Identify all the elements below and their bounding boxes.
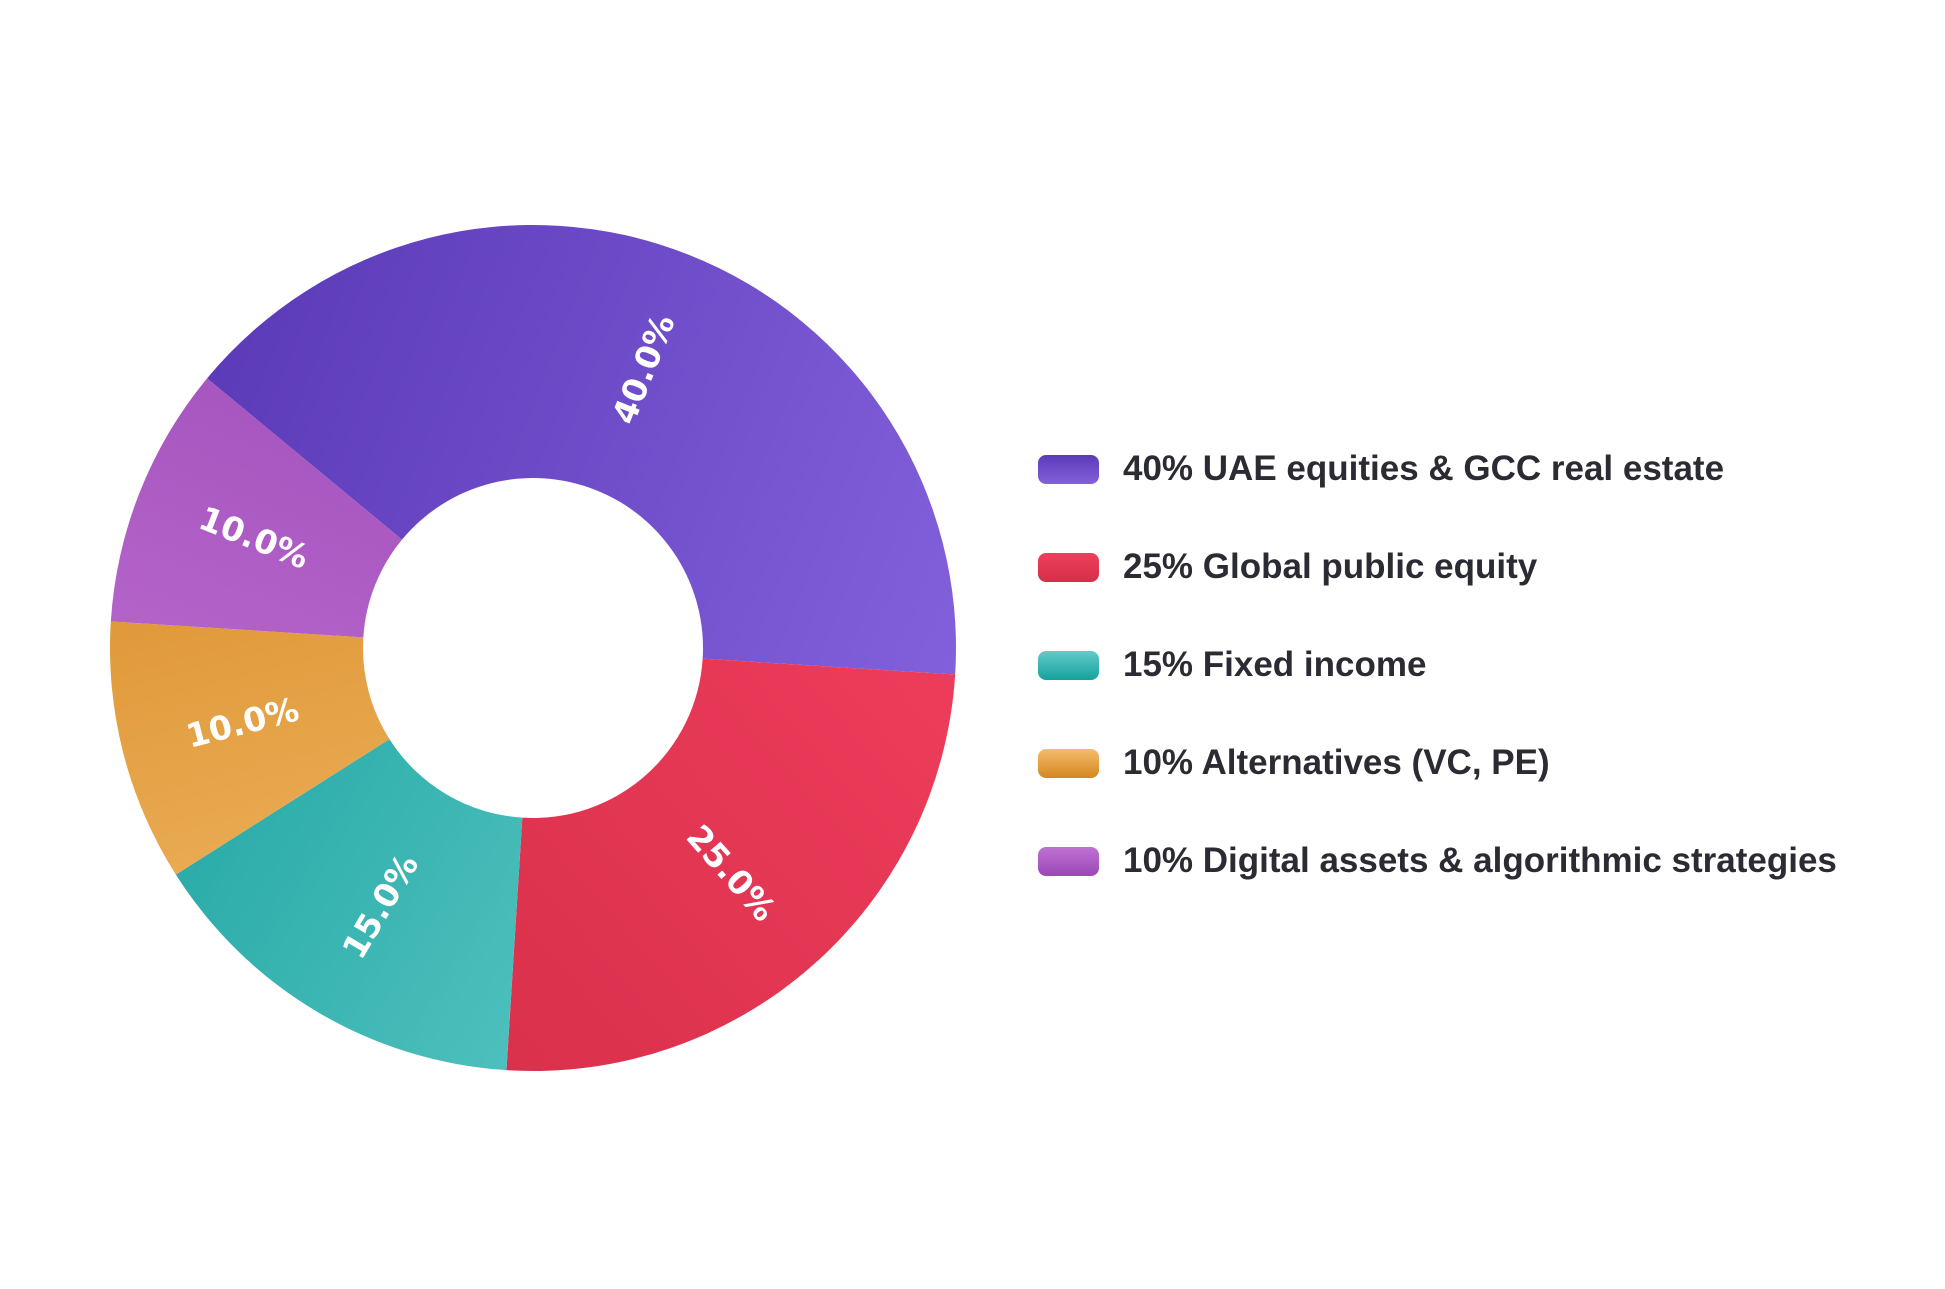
legend-swatch (1038, 650, 1099, 680)
legend-item: 25% Global public equity (1038, 518, 1837, 616)
legend-item: 10% Alternatives (VC, PE) (1038, 714, 1837, 812)
donut-slice (175, 739, 523, 1071)
donut-slice (110, 378, 403, 638)
legend-item: 40% UAE equities & GCC real estate (1038, 420, 1837, 518)
legend-label: 10% Digital assets & algorithmic strateg… (1123, 841, 1837, 880)
legend-label: 40% UAE equities & GCC real estate (1123, 449, 1725, 488)
chart-legend: 40% UAE equities & GCC real estate 25% Gl… (1038, 420, 1837, 910)
legend-swatch (1038, 846, 1099, 876)
legend-item: 15% Fixed income (1038, 616, 1837, 714)
donut-chart: 40.0%25.0%15.0%10.0%10.0% (109, 224, 957, 1072)
donut-slice (109, 621, 390, 875)
legend-item: 10% Digital assets & algorithmic strateg… (1038, 812, 1837, 910)
legend-swatch (1038, 748, 1099, 778)
legend-label: 25% Global public equity (1123, 547, 1538, 586)
donut-slice (207, 224, 957, 675)
legend-label: 15% Fixed income (1123, 645, 1427, 684)
donut-slice (506, 658, 956, 1072)
legend-label: 10% Alternatives (VC, PE) (1123, 743, 1550, 782)
legend-swatch (1038, 454, 1099, 484)
legend-swatch (1038, 552, 1099, 582)
